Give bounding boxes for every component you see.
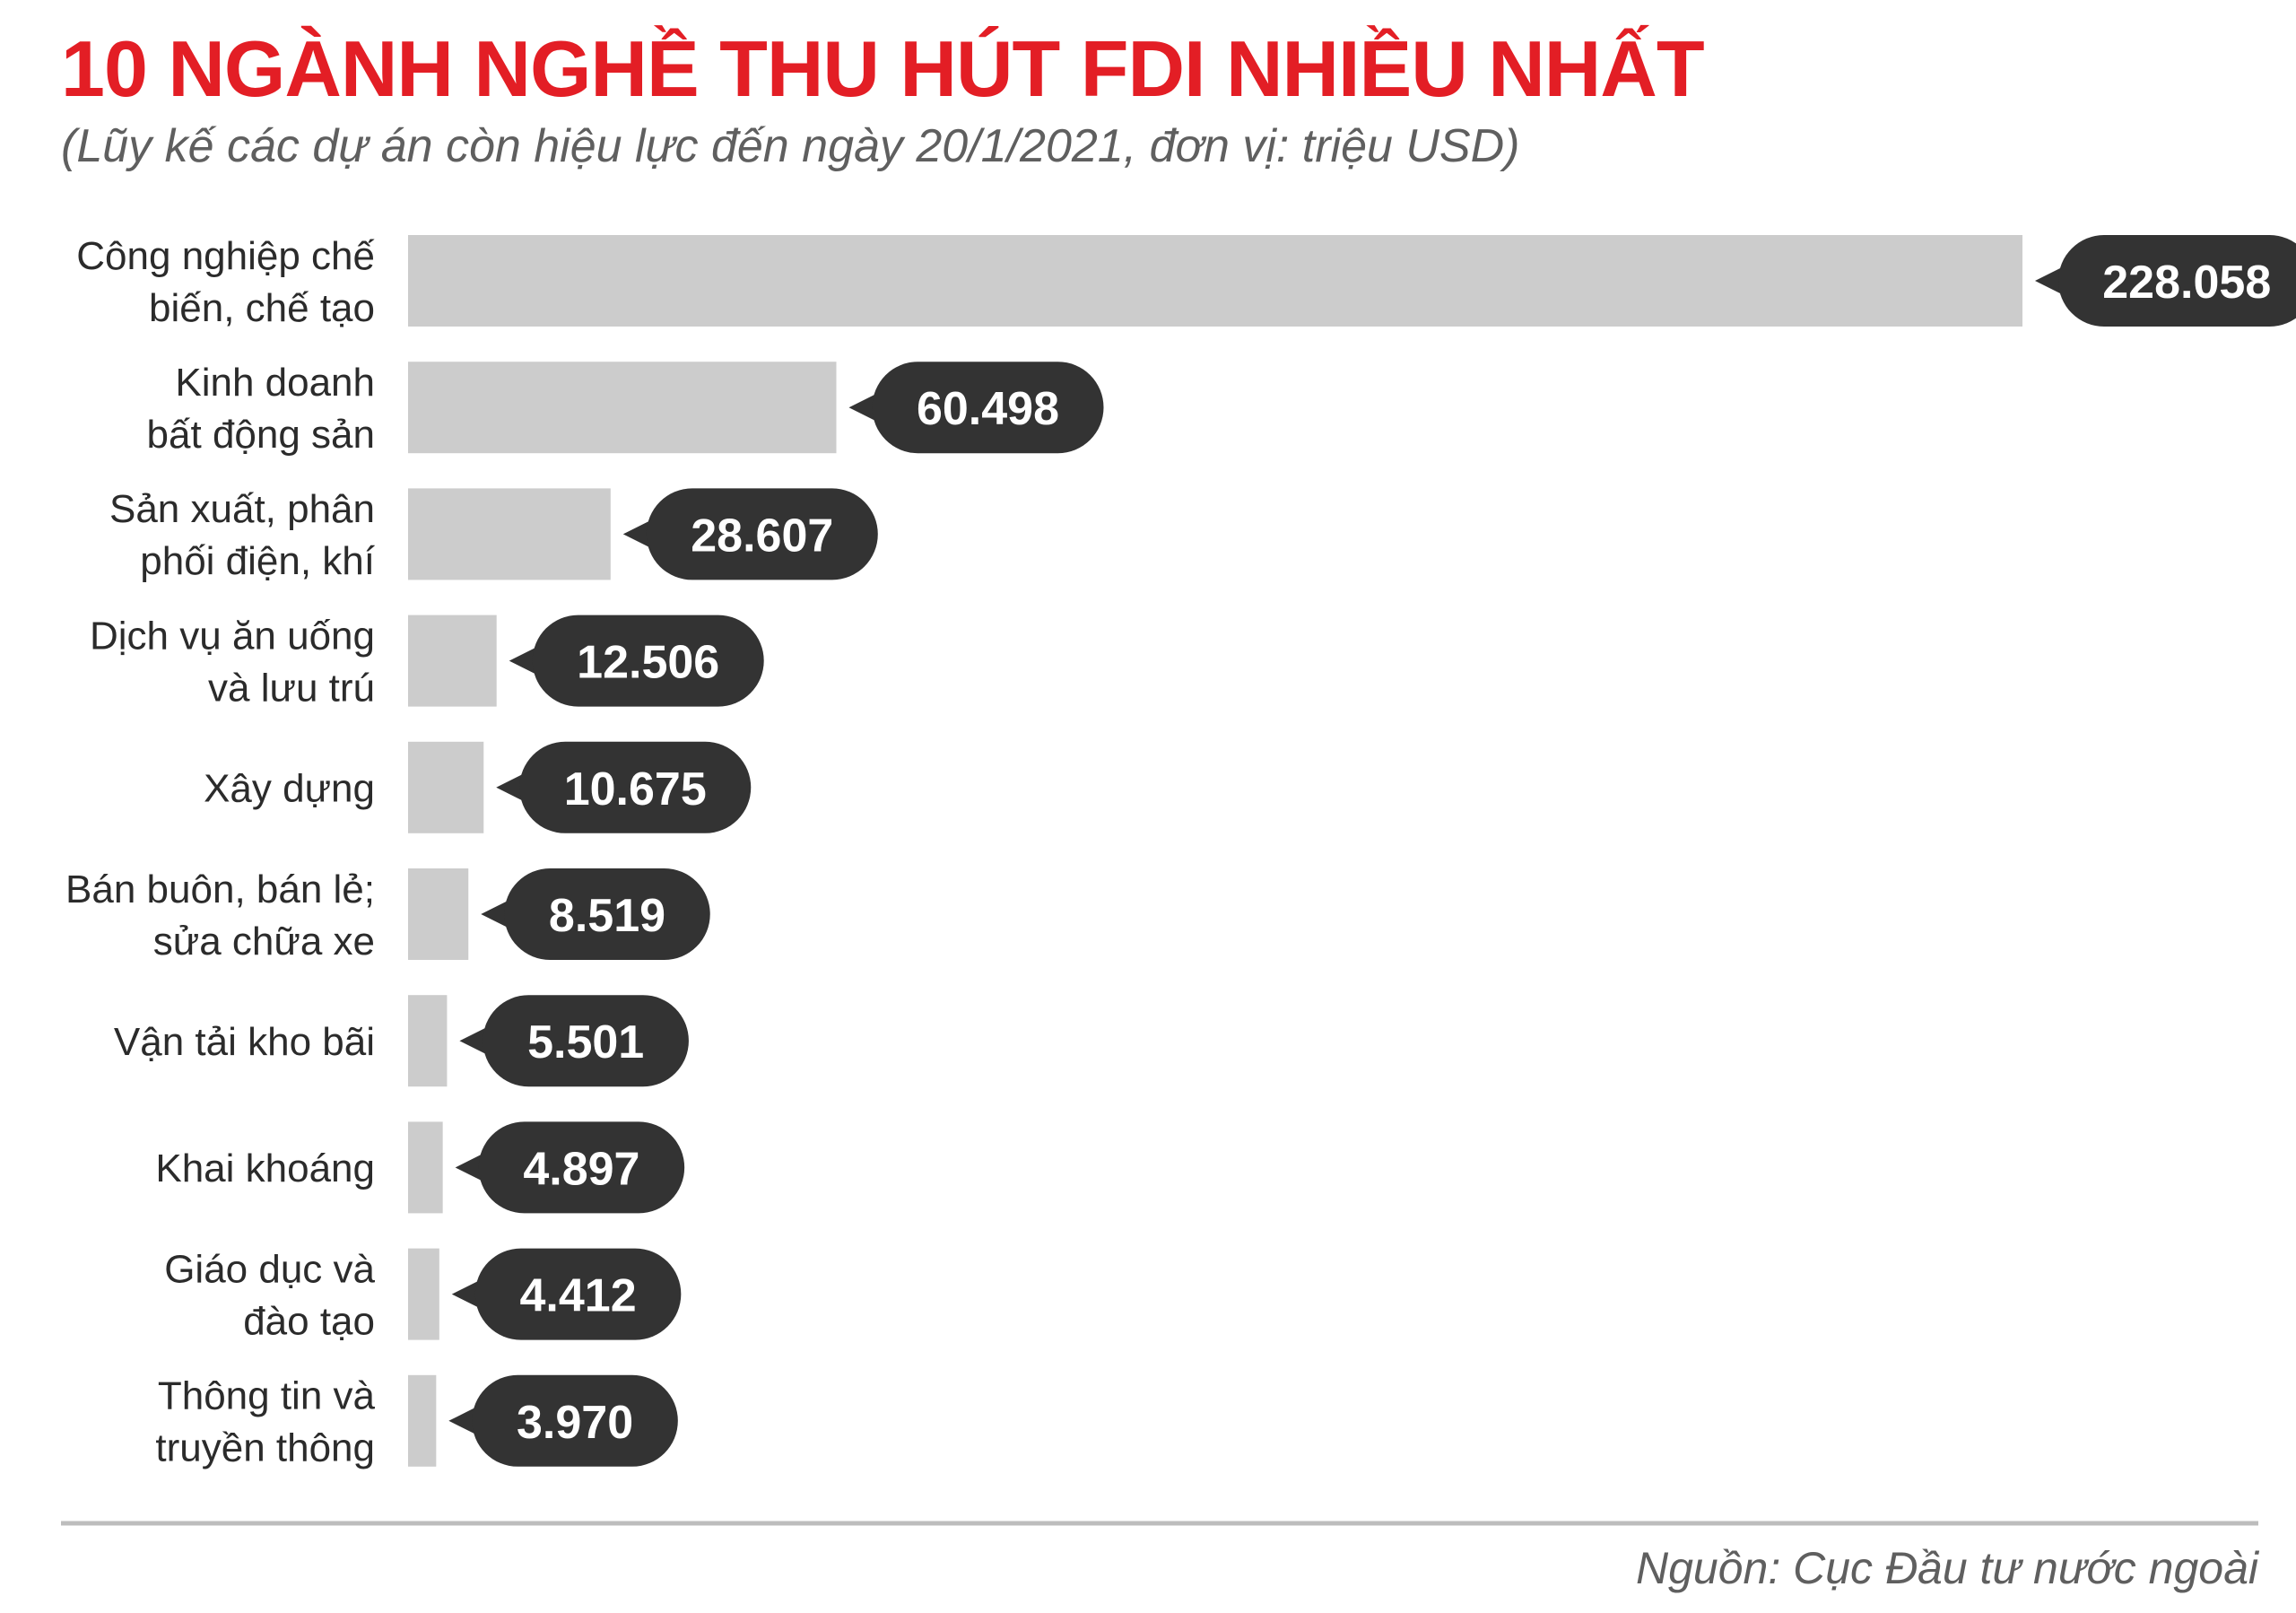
bubble-tail: [2035, 266, 2064, 295]
bar-5: [408, 868, 469, 960]
bar-8: [408, 1248, 439, 1340]
category-label-line: bất động sản: [147, 413, 375, 457]
category-label-9: Thông tin và truyền thông: [155, 1374, 375, 1470]
bubble-body: [532, 615, 764, 707]
bubble-tail: [459, 1026, 489, 1056]
bubble-body: [2058, 235, 2296, 327]
category-label-line: Kinh doanh: [175, 361, 375, 405]
category-label-0: Công nghiệp chế biến, chế tạo: [76, 234, 375, 330]
value-label-5: 8.519: [549, 890, 665, 942]
bubble-body: [504, 868, 710, 960]
category-label-line: Bán buôn, bán lẻ;: [65, 868, 375, 911]
bar-9: [408, 1374, 437, 1467]
value-bubble-0: 228.058: [2035, 235, 2296, 327]
category-label-line: biến, chế tạo: [149, 286, 375, 330]
bar-3: [408, 615, 497, 707]
category-label-line: Giáo dục và: [164, 1247, 375, 1291]
value-label-4: 10.675: [564, 763, 707, 815]
value-bubble-9: 3.970: [448, 1374, 678, 1467]
value-label-3: 12.506: [577, 637, 719, 689]
category-label-7: Khai khoáng: [155, 1147, 375, 1190]
bubble-tail: [451, 1279, 481, 1309]
bubble-body: [483, 995, 689, 1087]
bars-layer: [408, 235, 2022, 1467]
bubble-tail: [509, 646, 538, 676]
category-label-line: Dịch vụ ăn uống: [90, 614, 375, 658]
bubble-tail: [448, 1406, 478, 1435]
value-label-2: 28.607: [691, 510, 833, 562]
bar-7: [408, 1121, 443, 1214]
value-bubble-6: 5.501: [459, 995, 689, 1087]
bar-1: [408, 362, 837, 454]
value-bubble-8: 4.412: [451, 1248, 682, 1340]
category-label-line: Khai khoáng: [155, 1147, 375, 1190]
value-label-8: 4.412: [520, 1270, 637, 1322]
value-label-7: 4.897: [523, 1143, 639, 1195]
value-label-1: 60.498: [917, 383, 1059, 435]
bubble-body: [478, 1121, 685, 1214]
value-bubbles-layer: 228.058 60.498 28.607 12.506 10.675 8.519 5.50…: [448, 235, 2296, 1467]
category-label-line: đào tạo: [243, 1299, 375, 1343]
category-label-5: Bán buôn, bán lẻ; sửa chữa xe: [65, 868, 375, 963]
category-label-line: phối điện, khí: [140, 539, 376, 583]
category-label-line: Thông tin và: [158, 1374, 376, 1418]
category-label-1: Kinh doanh bất động sản: [147, 361, 375, 457]
value-bubble-2: 28.607: [622, 488, 878, 580]
bubble-body: [646, 488, 878, 580]
category-label-line: Công nghiệp chế: [76, 234, 375, 278]
chart-title: 10 NGÀNH NGHỀ THU HÚT FDI NHIỀU NHẤT: [61, 24, 1705, 113]
value-bubble-7: 4.897: [455, 1121, 685, 1214]
bubble-tail: [455, 1153, 484, 1182]
category-label-3: Dịch vụ ăn uống và lưu trú: [90, 614, 375, 710]
chart-subtitle: (Lũy kế các dự án còn hiệu lực đến ngày …: [61, 120, 1520, 172]
category-label-2: Sản xuất, phân phối điện, khí: [109, 487, 376, 583]
bar-4: [408, 741, 484, 833]
value-bubble-5: 8.519: [481, 868, 710, 960]
category-label-line: Vận tải kho bãi: [114, 1020, 375, 1064]
source-note: Nguồn: Cục Đầu tư nước ngoài: [1636, 1543, 2258, 1593]
value-label-9: 3.970: [517, 1397, 633, 1449]
bubble-body: [474, 1248, 682, 1340]
value-bubble-3: 12.506: [509, 615, 764, 707]
category-labels-layer: Công nghiệp chế biến, chế tạo Kinh doanh bấ…: [65, 234, 376, 1470]
bar-2: [408, 488, 611, 580]
bubble-tail: [848, 393, 878, 423]
bubble-tail: [481, 900, 510, 929]
bubble-body: [519, 741, 752, 833]
bar-6: [408, 995, 448, 1087]
value-label-6: 5.501: [527, 1016, 644, 1068]
category-label-line: Sản xuất, phân: [109, 487, 375, 531]
value-label-0: 228.058: [2102, 257, 2271, 309]
bar-0: [408, 235, 2022, 327]
bubble-body: [472, 1374, 678, 1467]
value-bubble-4: 10.675: [496, 741, 752, 833]
value-bubble-1: 60.498: [848, 362, 1104, 454]
category-label-line: và lưu trú: [208, 666, 375, 710]
category-label-8: Giáo dục và đào tạo: [164, 1247, 375, 1343]
category-label-6: Vận tải kho bãi: [114, 1020, 375, 1064]
bubble-tail: [622, 519, 652, 549]
bubble-body: [872, 362, 1104, 454]
category-label-line: Xây dựng: [204, 767, 375, 811]
category-label-line: sửa chữa xe: [153, 920, 375, 963]
category-label-4: Xây dựng: [204, 767, 375, 811]
bubble-tail: [496, 772, 526, 802]
category-label-line: truyền thông: [155, 1426, 375, 1470]
